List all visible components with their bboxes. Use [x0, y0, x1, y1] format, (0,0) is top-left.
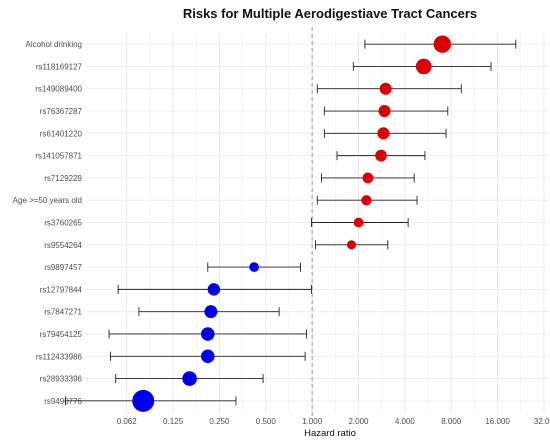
x-tick-label: 2.000: [348, 417, 369, 426]
hazard-ratio-point: [182, 371, 197, 386]
x-tick-label: 1.000: [302, 417, 323, 426]
row-label: rs149089400: [35, 85, 82, 94]
forest-row: rs141057871: [35, 149, 426, 162]
hazard-ratio-point: [249, 262, 259, 272]
row-label: Age >=50 years old: [13, 196, 82, 205]
row-label: rs112433986: [36, 352, 83, 361]
forest-row: rs28933396: [40, 371, 264, 386]
x-axis-title: Hazard ratio: [304, 428, 356, 439]
row-label: rs9490776: [44, 397, 82, 406]
forest-row: rs76367287: [40, 105, 449, 118]
row-label: rs12797844: [40, 285, 83, 294]
row-label: rs3760265: [44, 219, 82, 228]
hazard-ratio-point: [353, 217, 364, 228]
forest-row: Age >=50 years old: [13, 195, 418, 206]
row-label: rs9897457: [44, 263, 82, 272]
row-label: rs76367287: [40, 107, 83, 116]
hazard-ratio-point: [379, 82, 392, 95]
row-label: rs28933396: [40, 375, 83, 384]
row-label: rs118169127: [36, 62, 83, 71]
forest-row: Alcohol drinking: [26, 35, 517, 53]
x-tick-label: 16.000: [485, 417, 510, 426]
hazard-ratio-point: [204, 305, 218, 319]
x-tick-label: 0.062: [117, 417, 138, 426]
forest-row: rs79454125: [40, 327, 308, 341]
forest-row: rs61401220: [40, 127, 447, 140]
hazard-ratio-point: [375, 149, 387, 162]
forest-row: rs9554264: [44, 240, 389, 250]
row-label: rs9554264: [44, 241, 82, 250]
hazard-ratio-point: [207, 283, 221, 296]
chart-title: Risks for Multiple Aerodigestiave Tract …: [183, 6, 477, 21]
forest-row: rs118169127: [36, 58, 492, 75]
hazard-ratio-point: [362, 172, 374, 184]
row-label: rs7129229: [44, 174, 82, 183]
x-axis-ticks: 0.062 0.125 0.250 0.500 1.000 2.000 4.000 8.000…: [117, 417, 550, 426]
row-label: rs61401220: [40, 129, 83, 138]
row-label: Alcohol drinking: [26, 40, 82, 49]
x-tick-label: 0.125: [163, 417, 184, 426]
forest-row: rs149089400: [35, 82, 462, 95]
row-label: rs79454125: [40, 330, 83, 339]
hazard-ratio-point: [378, 105, 391, 118]
hazard-ratio-point: [201, 349, 215, 364]
x-tick-label: 0.250: [209, 417, 230, 426]
forest-rows: Alcohol drinking rs118169127 rs149089400 rs…: [13, 35, 517, 412]
hazard-ratio-point: [433, 35, 451, 53]
x-tick-label: 4.000: [395, 417, 416, 426]
forest-row: rs7129229: [44, 172, 415, 184]
hazard-ratio-point: [346, 240, 357, 250]
forest-row: rs7847271: [44, 305, 280, 319]
hazard-ratio-point: [415, 58, 432, 75]
row-label: rs141057871: [35, 152, 82, 161]
x-tick-label: 8.000: [441, 417, 462, 426]
forest-row: rs9490776: [44, 389, 237, 412]
x-tick-label: 0.500: [256, 417, 277, 426]
forest-row: rs12797844: [40, 283, 312, 296]
hazard-ratio-point: [377, 127, 390, 140]
x-tick-label: 32.00: [534, 417, 550, 426]
forest-row: rs112433986: [36, 349, 306, 364]
forest-row: rs3760265: [44, 217, 409, 228]
hazard-ratio-point: [361, 195, 372, 206]
hazard-ratio-point: [132, 389, 155, 412]
forest-row: rs9897457: [44, 262, 301, 272]
row-label: rs7847271: [44, 308, 82, 317]
hazard-ratio-point: [201, 327, 215, 341]
